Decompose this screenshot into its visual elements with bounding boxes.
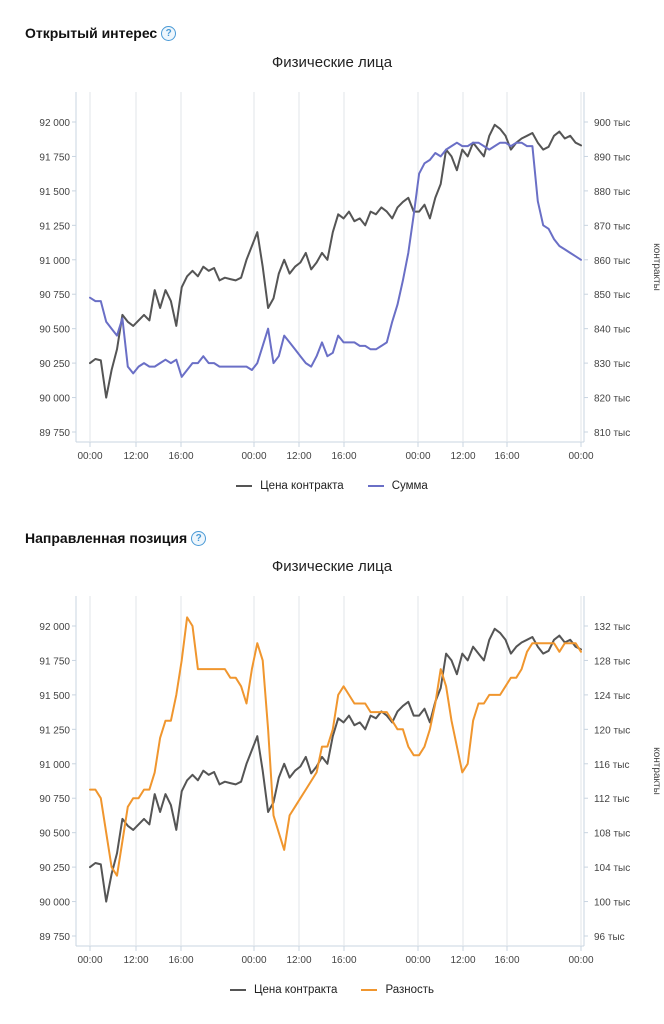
x-tick-label: 12:00 [286, 955, 311, 964]
y-right-tick-label: 860 тыс [594, 256, 630, 267]
y-right-axis-label: контракты [651, 243, 662, 291]
x-tick-label: 12:00 [450, 451, 475, 460]
legend-label: Цена контракта [253, 984, 338, 996]
y-left-tick-label: 89 750 [39, 932, 70, 943]
chart-legend: Цена контракта Разность [0, 984, 664, 996]
x-tick-label: 16:00 [168, 955, 193, 964]
y-right-tick-label: 820 тыс [594, 394, 630, 405]
x-tick-label: 12:00 [123, 955, 148, 964]
x-tick-label: 12:00 [286, 451, 311, 460]
series-line-secondary [89, 141, 582, 378]
y-left-tick-label: 90 500 [39, 325, 70, 336]
directional-position-chart[interactable]: 00:00 12:00 16:00 00:00 12:00 16:00 00:00 12:00… [0, 584, 664, 964]
legend-item-price[interactable]: Цена контракта [236, 480, 344, 492]
y-left-tick-label: 90 000 [39, 898, 70, 909]
chart-title: Физические лица [271, 54, 393, 71]
y-left-tick-label: 90 250 [39, 359, 70, 370]
x-tick-label: 16:00 [494, 955, 519, 964]
y-right-tick-label: 100 тыс [594, 898, 630, 909]
y-right-axis-label: контракты [651, 747, 662, 795]
y-right-tick-label: 132 тыс [594, 622, 630, 633]
legend-swatch [229, 989, 246, 991]
legend-label: Цена контракта [260, 480, 344, 492]
y-right-tick-label: 120 тыс [594, 725, 630, 736]
y-left-tick-label: 90 750 [39, 794, 70, 805]
y-right-tick-label: 96 тыс [594, 932, 625, 943]
x-tick-label: 00:00 [77, 955, 102, 964]
y-right-tick-label: 870 тыс [594, 221, 630, 232]
y-left-tick-label: 91 000 [39, 256, 70, 267]
y-left-tick-label: 90 750 [39, 290, 70, 301]
y-right-tick-label: 128 тыс [594, 656, 630, 667]
section-title-text: Направленная позиция [25, 530, 188, 546]
x-tick-label: 16:00 [331, 451, 356, 460]
series-line-price [89, 627, 582, 903]
y-left-tick-label: 89 750 [39, 428, 70, 439]
y-left-tick-label: 91 500 [39, 691, 70, 702]
y-left-tick-label: 91 250 [39, 725, 70, 736]
y-right-tick-label: 104 тыс [594, 863, 630, 874]
legend-swatch [367, 485, 384, 487]
y-left-tick-label: 91 250 [39, 221, 70, 232]
y-left-tick-label: 90 000 [39, 394, 70, 405]
y-left-tick-label: 91 000 [39, 760, 70, 771]
y-left-tick-label: 91 750 [39, 656, 70, 667]
y-left-tick-label: 92 000 [39, 622, 70, 633]
series-line-secondary [89, 616, 582, 877]
x-tick-label: 16:00 [331, 955, 356, 964]
x-tick-label: 00:00 [568, 451, 593, 460]
y-right-tick-label: 116 тыс [594, 760, 630, 771]
y-left-tick-label: 91 750 [39, 152, 70, 163]
question-circle-icon[interactable]: ? [161, 25, 177, 41]
legend-item-diff[interactable]: Разность [361, 984, 434, 996]
y-right-tick-label: 840 тыс [594, 325, 630, 336]
legend-item-price[interactable]: Цена контракта [229, 984, 338, 996]
legend-swatch [236, 485, 253, 487]
section-title-directional-position: Направленная позиция ? [25, 530, 207, 546]
x-tick-label: 00:00 [568, 955, 593, 964]
legend-item-sum[interactable]: Сумма [367, 480, 428, 492]
y-left-tick-label: 90 250 [39, 863, 70, 874]
y-right-tick-label: 124 тыс [594, 691, 630, 702]
chart-legend: Цена контракта Сумма [0, 480, 664, 492]
x-tick-label: 00:00 [241, 451, 266, 460]
x-tick-label: 00:00 [77, 451, 102, 460]
x-tick-label: 00:00 [405, 451, 430, 460]
y-right-tick-label: 900 тыс [594, 118, 630, 129]
y-right-tick-label: 850 тыс [594, 290, 630, 301]
y-right-tick-label: 830 тыс [594, 359, 630, 370]
chart-title: Физические лица [271, 558, 393, 575]
x-tick-label: 12:00 [123, 451, 148, 460]
y-right-tick-label: 810 тыс [594, 428, 630, 439]
y-left-tick-label: 90 500 [39, 829, 70, 840]
y-right-tick-label: 890 тыс [594, 152, 630, 163]
legend-label: Разность [385, 984, 435, 996]
series-line-price [89, 123, 582, 399]
y-right-tick-label: 112 тыс [594, 794, 630, 805]
x-tick-label: 16:00 [494, 451, 519, 460]
legend-swatch [361, 989, 378, 991]
open-interest-chart[interactable]: 00:00 12:00 16:00 00:00 12:00 16:00 00:00 12:00… [0, 80, 664, 460]
section-title-text: Открытый интерес [25, 25, 158, 41]
x-tick-label: 00:00 [405, 955, 430, 964]
x-tick-label: 12:00 [450, 955, 475, 964]
y-right-tick-label: 108 тыс [594, 829, 630, 840]
x-tick-label: 16:00 [168, 451, 193, 460]
x-tick-label: 00:00 [241, 955, 266, 964]
y-left-tick-label: 91 500 [39, 187, 70, 198]
section-title-open-interest: Открытый интерес ? [25, 25, 177, 41]
legend-label: Сумма [391, 480, 428, 492]
y-left-tick-label: 92 000 [39, 118, 70, 129]
y-right-tick-label: 880 тыс [594, 187, 630, 198]
question-circle-icon[interactable]: ? [191, 530, 207, 546]
